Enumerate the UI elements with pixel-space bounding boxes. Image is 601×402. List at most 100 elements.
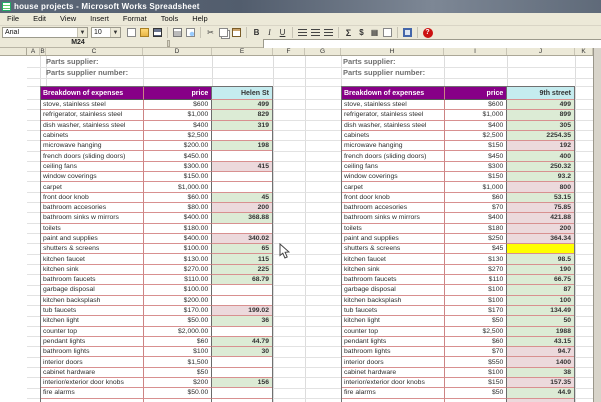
price-cell[interactable]: $1,500	[144, 357, 213, 367]
value-cell[interactable]	[211, 182, 272, 192]
expense-item-cell[interactable]: cabinet hardware	[41, 368, 144, 378]
value-cell[interactable]: 250.32	[506, 162, 574, 172]
column-header-G[interactable]: G	[305, 48, 341, 55]
sheet-grid[interactable]: Parts supplier: Parts supplier number: P…	[0, 56, 601, 402]
menu-file[interactable]: File	[0, 13, 26, 25]
expense-item-cell[interactable]: kitchen sink	[342, 265, 445, 275]
price-cell[interactable]: $70	[445, 203, 508, 213]
value-cell[interactable]	[211, 357, 272, 367]
value-cell[interactable]: 421.88	[506, 213, 574, 223]
value-cell[interactable]: 368.88	[211, 213, 272, 223]
expense-item-cell[interactable]: window coverings	[41, 172, 144, 182]
value-cell[interactable]: 75.85	[506, 203, 574, 213]
underline-icon[interactable]: U	[276, 27, 289, 38]
price-cell[interactable]: $550	[445, 357, 508, 367]
value-cell[interactable]	[506, 399, 574, 402]
value-cell[interactable]: 200	[211, 203, 272, 213]
value-cell[interactable]: 2254.35	[506, 131, 574, 141]
value-cell[interactable]: 43.15	[506, 337, 574, 347]
price-cell[interactable]: $100	[144, 347, 213, 357]
price-cell[interactable]: $180	[445, 224, 508, 234]
value-cell[interactable]: 192	[506, 141, 574, 151]
value-cell[interactable]: 134.49	[506, 306, 574, 316]
price-cell[interactable]	[144, 399, 213, 402]
value-cell[interactable]: 156	[211, 378, 272, 388]
value-cell[interactable]: 65	[211, 244, 272, 254]
value-cell[interactable]	[211, 296, 272, 306]
task-launcher-icon[interactable]	[401, 27, 414, 38]
price-cell[interactable]: $170	[445, 306, 508, 316]
expense-item-cell[interactable]: kitchen sink	[41, 265, 144, 275]
expense-item-cell[interactable]: interior doors	[41, 357, 144, 367]
paste-icon[interactable]	[230, 27, 243, 38]
value-cell[interactable]	[211, 224, 272, 234]
expense-item-cell[interactable]: french doors (sliding doors)	[342, 151, 445, 161]
expense-item-cell[interactable]: microwave hanging	[41, 141, 144, 151]
expense-item-cell[interactable]	[342, 399, 445, 402]
expense-item-cell[interactable]: refrigerator, stainless steel	[41, 110, 144, 120]
menu-format[interactable]: Format	[116, 13, 154, 25]
font-name-select[interactable]: Arial ▼	[2, 27, 88, 38]
price-cell[interactable]: $2,000.00	[144, 327, 213, 337]
expense-item-cell[interactable]: bathroom faucets	[41, 275, 144, 285]
expense-item-cell[interactable]: pendant lights	[41, 337, 144, 347]
price-cell[interactable]: $170.00	[144, 306, 213, 316]
menu-help[interactable]: Help	[185, 13, 214, 25]
align-center-icon[interactable]	[309, 27, 322, 38]
font-size-select[interactable]: 10 ▼	[91, 27, 121, 38]
value-cell[interactable]: 200	[506, 224, 574, 234]
price-cell[interactable]: $60	[144, 337, 213, 347]
price-cell[interactable]: $110.00	[144, 275, 213, 285]
chevron-down-icon[interactable]: ▼	[110, 28, 120, 37]
value-cell[interactable]: 400	[506, 151, 574, 161]
price-cell[interactable]: $400	[445, 213, 508, 223]
expense-item-cell[interactable]: bathroom accesories	[41, 203, 144, 213]
open-icon[interactable]	[138, 27, 151, 38]
value-cell[interactable]	[211, 327, 272, 337]
expense-item-cell[interactable]: interior/exterior door knobs	[41, 378, 144, 388]
value-cell[interactable]: 44.9	[506, 388, 574, 398]
copy-icon[interactable]	[217, 27, 230, 38]
value-cell[interactable]: 44.79	[211, 337, 272, 347]
value-cell[interactable]: 305	[506, 121, 574, 131]
column-header-D[interactable]: D	[143, 48, 212, 55]
price-cell[interactable]: $2,500	[445, 131, 508, 141]
menu-insert[interactable]: Insert	[83, 13, 116, 25]
formula-input[interactable]	[263, 39, 601, 48]
price-cell[interactable]: $400	[445, 121, 508, 131]
value-cell[interactable]: 1400	[506, 357, 574, 367]
expense-item-cell[interactable]: bathroom faucets	[342, 275, 445, 285]
value-cell[interactable]: 199.02	[211, 306, 272, 316]
price-cell[interactable]: $600	[144, 100, 213, 110]
expense-item-cell[interactable]: stove, stainless steel	[41, 100, 144, 110]
value-cell[interactable]: 829	[211, 110, 272, 120]
price-cell[interactable]: $450.00	[144, 151, 213, 161]
column-header-J[interactable]: J	[507, 48, 575, 55]
expense-item-cell[interactable]: shutters & screens	[342, 244, 445, 254]
expense-item-cell[interactable]: french doors (sliding doors)	[41, 151, 144, 161]
price-cell[interactable]: $150	[445, 141, 508, 151]
price-cell[interactable]: $400.00	[144, 234, 213, 244]
price-cell[interactable]: $110	[445, 275, 508, 285]
price-cell[interactable]: $1,000	[144, 110, 213, 120]
value-cell[interactable]: 93.2	[506, 172, 574, 182]
expense-item-cell[interactable]: toilets	[342, 224, 445, 234]
expense-item-cell[interactable]: kitchen faucet	[342, 254, 445, 264]
value-cell[interactable]	[211, 399, 272, 402]
expense-item-cell[interactable]: refrigerator, stainless steel	[342, 110, 445, 120]
price-cell[interactable]: $1,000	[445, 182, 508, 192]
value-cell[interactable]: 45	[211, 193, 272, 203]
value-cell[interactable]: 190	[506, 265, 574, 275]
price-cell[interactable]: $200.00	[144, 141, 213, 151]
price-cell[interactable]: $400	[144, 121, 213, 131]
value-cell[interactable]	[211, 285, 272, 295]
value-cell[interactable]: 225	[211, 265, 272, 275]
expenses-header-cell[interactable]: Breakdown of expenses	[342, 87, 445, 100]
price-cell[interactable]: $450	[445, 151, 508, 161]
price-cell[interactable]: $100	[445, 296, 508, 306]
column-header-E[interactable]: E	[212, 48, 273, 55]
price-cell[interactable]: $60	[445, 193, 508, 203]
expense-item-cell[interactable]: garbage disposal	[342, 285, 445, 295]
column-header-I[interactable]: I	[444, 48, 507, 55]
price-cell[interactable]: $300.00	[144, 162, 213, 172]
